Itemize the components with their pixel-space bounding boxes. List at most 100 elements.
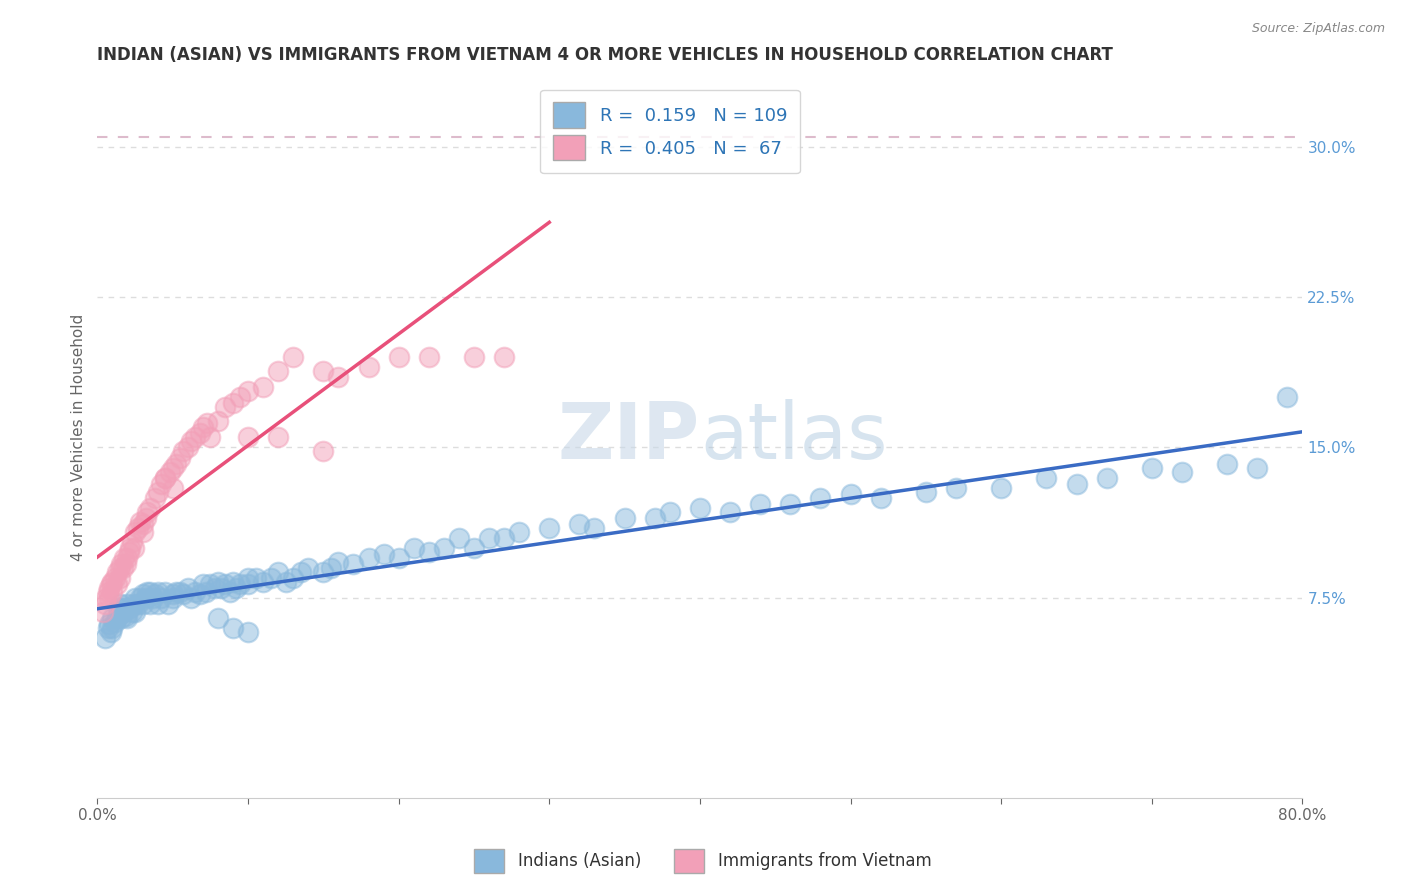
Point — [96, 591, 118, 605]
Point — [191, 420, 214, 434]
Point — [108, 560, 131, 574]
Point — [105, 611, 128, 625]
Point — [162, 481, 184, 495]
Point — [162, 587, 184, 601]
Point — [658, 505, 681, 519]
Point — [122, 541, 145, 555]
Point — [105, 576, 128, 591]
Point — [115, 608, 138, 623]
Point — [136, 505, 159, 519]
Point — [839, 486, 862, 500]
Point — [121, 534, 143, 549]
Point — [236, 384, 259, 399]
Point — [149, 591, 172, 605]
Point — [143, 491, 166, 505]
Point — [169, 584, 191, 599]
Point — [869, 491, 891, 505]
Point — [478, 531, 501, 545]
Point — [107, 600, 129, 615]
Point — [1095, 470, 1118, 484]
Point — [718, 505, 741, 519]
Point — [131, 587, 153, 601]
Point — [114, 600, 136, 615]
Point — [1216, 457, 1239, 471]
Point — [191, 576, 214, 591]
Point — [274, 574, 297, 589]
Point — [195, 417, 218, 431]
Point — [153, 470, 176, 484]
Point — [236, 576, 259, 591]
Point — [312, 444, 335, 458]
Text: Source: ZipAtlas.com: Source: ZipAtlas.com — [1251, 22, 1385, 36]
Point — [447, 531, 470, 545]
Point — [120, 541, 142, 555]
Point — [139, 597, 162, 611]
Point — [200, 430, 222, 444]
Point — [100, 576, 122, 591]
Point — [135, 510, 157, 524]
Point — [188, 587, 211, 601]
Point — [207, 574, 229, 589]
Point — [283, 351, 305, 365]
Point — [1277, 391, 1299, 405]
Point — [357, 360, 380, 375]
Point — [127, 597, 149, 611]
Point — [312, 565, 335, 579]
Point — [463, 351, 485, 365]
Point — [110, 611, 132, 625]
Point — [779, 497, 801, 511]
Point — [810, 491, 832, 505]
Point — [128, 591, 150, 605]
Point — [162, 591, 184, 605]
Point — [388, 550, 411, 565]
Point — [207, 611, 229, 625]
Point — [101, 574, 124, 589]
Point — [93, 605, 115, 619]
Point — [207, 414, 229, 428]
Point — [177, 581, 200, 595]
Point — [209, 581, 232, 595]
Point — [142, 591, 165, 605]
Y-axis label: 4 or more Vehicles in Household: 4 or more Vehicles in Household — [72, 314, 86, 561]
Point — [219, 584, 242, 599]
Point — [200, 576, 222, 591]
Point — [127, 521, 149, 535]
Point — [101, 584, 124, 599]
Point — [108, 597, 131, 611]
Point — [342, 557, 364, 571]
Point — [418, 351, 440, 365]
Point — [1246, 460, 1268, 475]
Point — [245, 571, 267, 585]
Point — [120, 600, 142, 615]
Point — [104, 571, 127, 585]
Point — [402, 541, 425, 555]
Point — [259, 571, 281, 585]
Point — [236, 430, 259, 444]
Point — [225, 581, 247, 595]
Point — [105, 565, 128, 579]
Point — [131, 597, 153, 611]
Point — [267, 364, 290, 378]
Point — [153, 584, 176, 599]
Point — [165, 584, 187, 599]
Point — [94, 631, 117, 645]
Point — [328, 555, 350, 569]
Point — [214, 576, 236, 591]
Point — [122, 597, 145, 611]
Point — [204, 581, 226, 595]
Point — [131, 516, 153, 531]
Point — [149, 476, 172, 491]
Point — [124, 524, 146, 539]
Legend: Indians (Asian), Immigrants from Vietnam: Indians (Asian), Immigrants from Vietnam — [468, 842, 938, 880]
Point — [990, 481, 1012, 495]
Point — [108, 571, 131, 585]
Point — [494, 531, 516, 545]
Point — [229, 391, 252, 405]
Point — [135, 591, 157, 605]
Point — [101, 621, 124, 635]
Point — [222, 396, 245, 410]
Point — [162, 460, 184, 475]
Point — [188, 426, 211, 441]
Point — [139, 584, 162, 599]
Point — [128, 515, 150, 529]
